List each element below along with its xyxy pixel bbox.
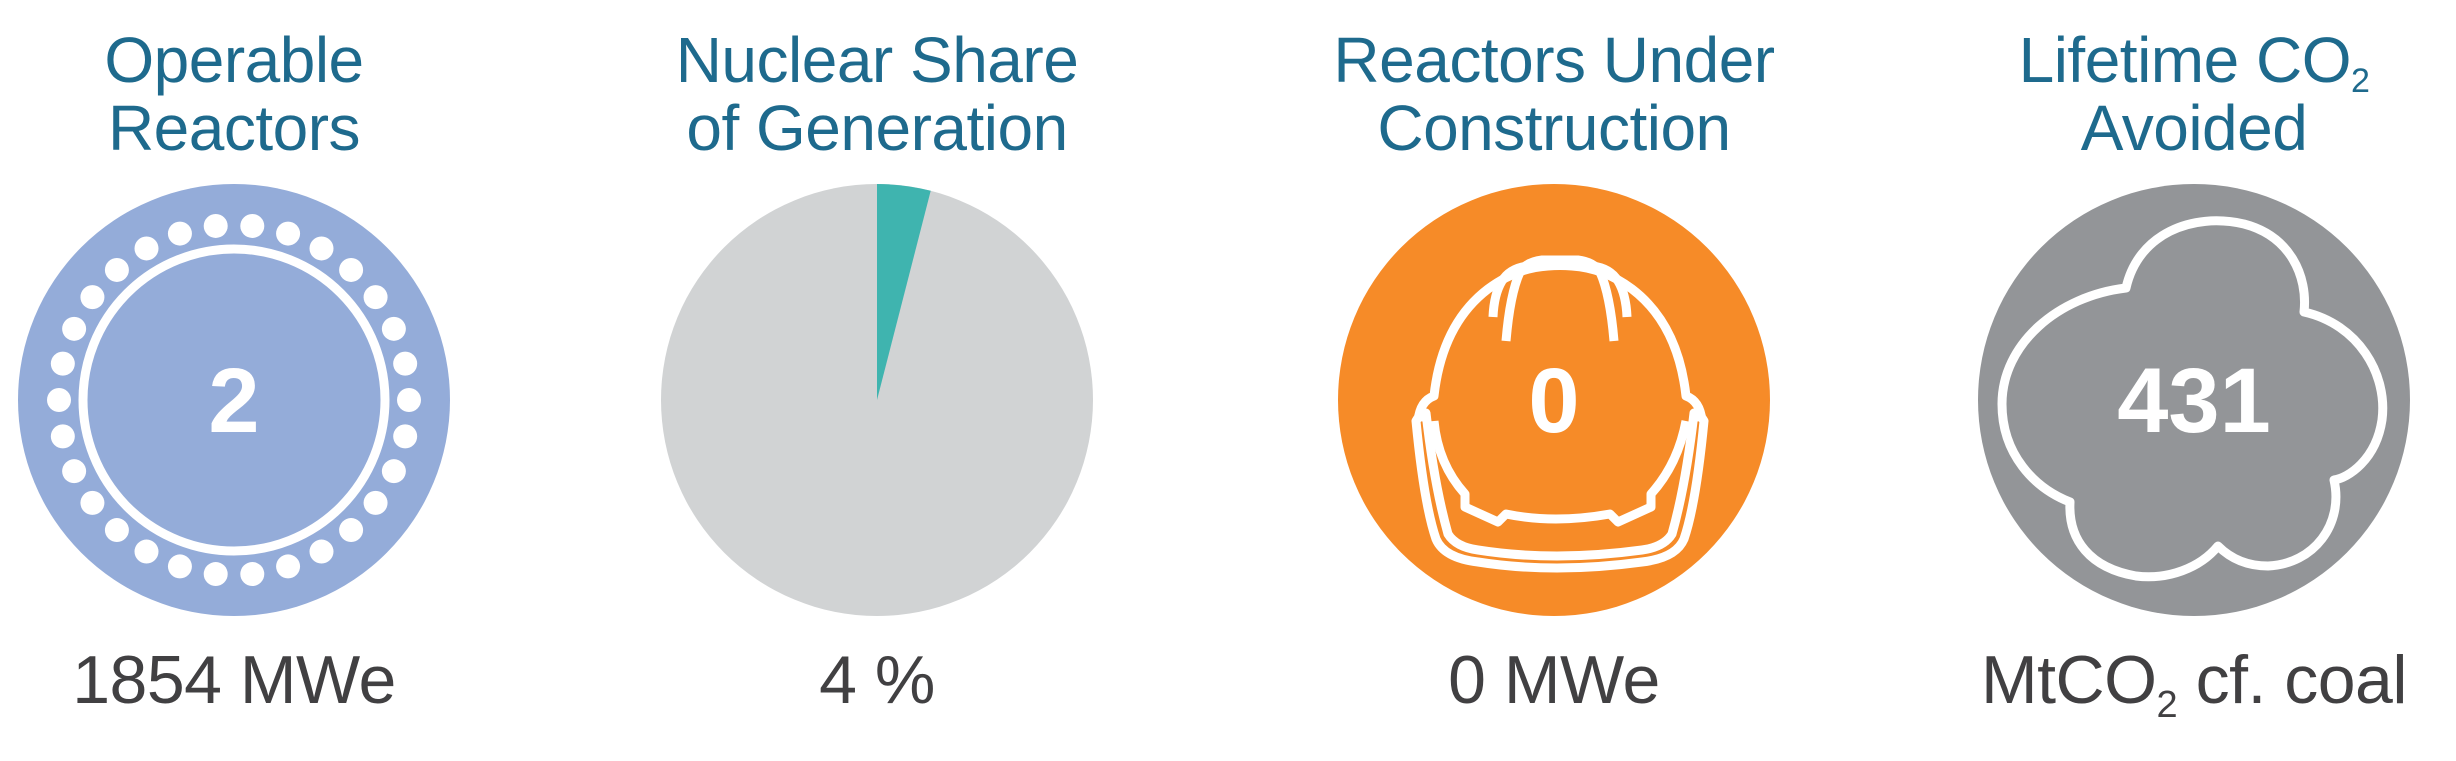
reactor-ring-icon — [18, 184, 450, 616]
operable-reactors-count: 2 — [208, 349, 260, 452]
title-line-1: Lifetime CO — [2018, 24, 2352, 96]
cloud-icon — [1978, 184, 2410, 616]
unit-main: MtCO — [1980, 642, 2157, 718]
co2-avoided-value: 431 — [2117, 349, 2271, 452]
title-line-2: of Generation — [686, 92, 1068, 164]
stat-nuclear-share: Nuclear Share of Generation 4 % — [577, 0, 1177, 761]
stat-title: Nuclear Share of Generation — [577, 26, 1177, 162]
nuclear-share-percent: 4 % — [819, 642, 935, 718]
title-line-1: Reactors Under — [1333, 24, 1775, 96]
stat-co2-avoided: Lifetime CO2 Avoided 431 MtCO2 cf. coal — [1894, 0, 2456, 761]
title-line-1: Operable — [104, 24, 364, 96]
unit-rest: cf. coal — [2177, 642, 2408, 718]
title-subscript: 2 — [2350, 62, 2370, 100]
title-line-2: Construction — [1377, 92, 1731, 164]
under-construction-capacity: 0 MWe — [1448, 642, 1660, 718]
stat-title: Reactors Under Construction — [1254, 26, 1854, 162]
stat-operable-reactors: Operable Reactors 2 1854 MWe — [0, 0, 534, 761]
title-line-2: Avoided — [2080, 92, 2308, 164]
pie-chart-icon — [661, 184, 1093, 616]
unit-subscript: 2 — [2156, 684, 2178, 726]
title-line-1: Nuclear Share — [675, 24, 1079, 96]
stat-title: Lifetime CO2 Avoided — [1894, 26, 2456, 162]
pie-nuclear-slice — [877, 184, 931, 400]
hard-hat-icon — [1338, 184, 1770, 616]
under-construction-count: 0 — [1528, 349, 1580, 452]
co2-avoided-unit: MtCO2 cf. coal — [1894, 640, 2456, 724]
stat-under-construction: Reactors Under Construction 0 0 MWe — [1254, 0, 1854, 761]
title-line-2: Reactors — [107, 92, 361, 164]
operable-capacity: 1854 MWe — [72, 642, 396, 718]
stat-title: Operable Reactors — [0, 26, 534, 162]
